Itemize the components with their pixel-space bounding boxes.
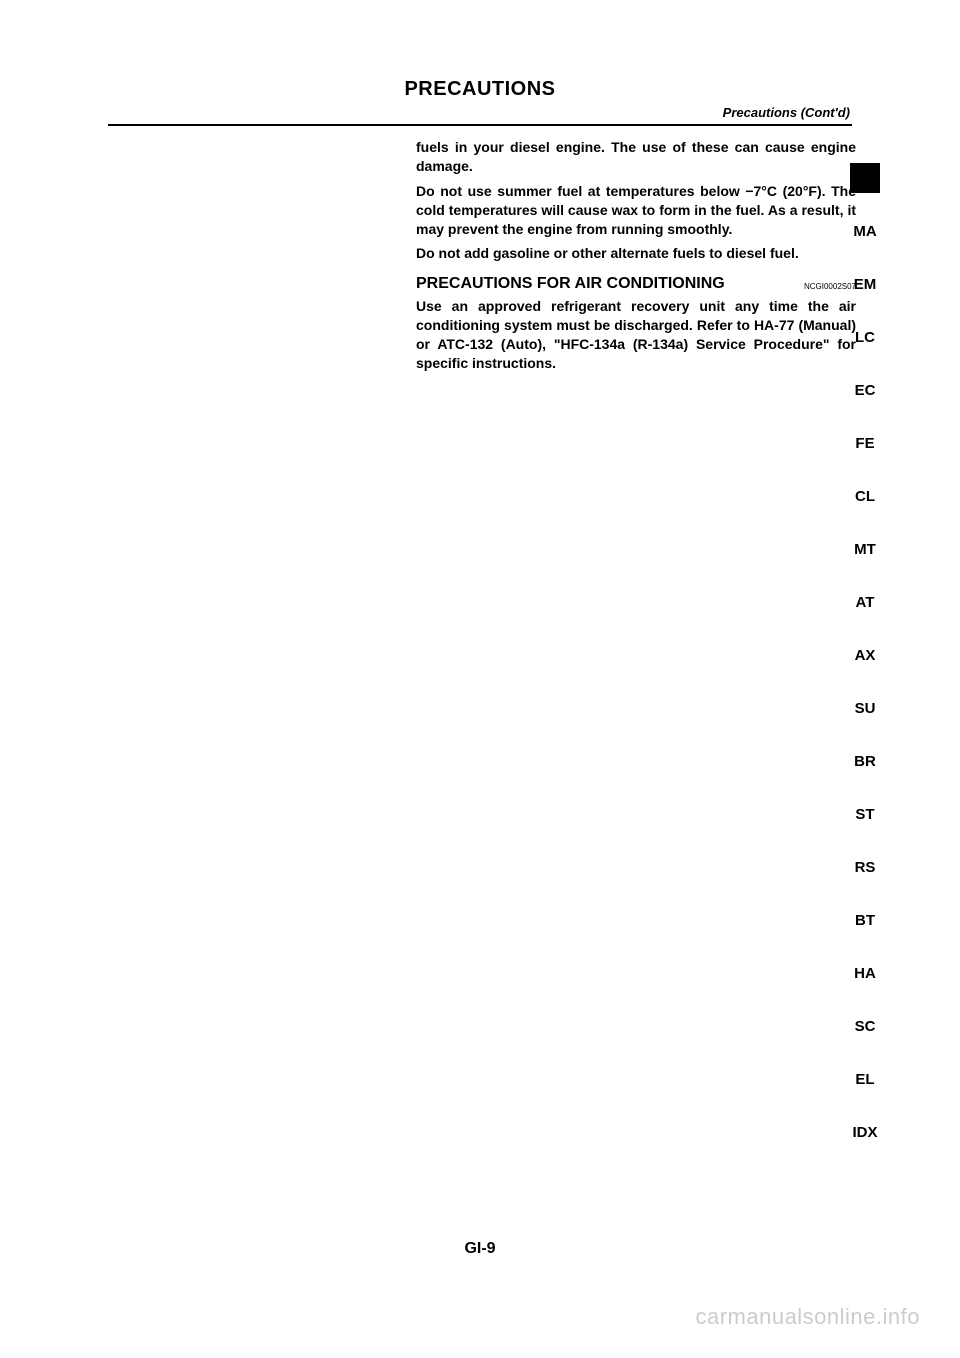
side-tab-em[interactable]: EM: [850, 258, 880, 311]
paragraph-3: Do not add gasoline or other alternate f…: [416, 244, 856, 263]
side-tab-ax[interactable]: AX: [850, 629, 880, 682]
section-code: NCGI0002S07: [804, 282, 856, 293]
side-tab-st[interactable]: ST: [850, 788, 880, 841]
paragraph-2: Do not use summer fuel at temperatures b…: [416, 182, 856, 239]
side-tab-ma[interactable]: MA: [850, 205, 880, 258]
side-tab-el[interactable]: EL: [850, 1053, 880, 1106]
paragraph-1: fuels in your diesel engine. The use of …: [416, 138, 856, 176]
side-tab-mt[interactable]: MT: [850, 523, 880, 576]
side-tab-bt[interactable]: BT: [850, 894, 880, 947]
side-tab-at[interactable]: AT: [850, 576, 880, 629]
side-tabs-container: MA EM LC EC FE CL MT AT AX SU BR ST RS B…: [850, 155, 880, 1159]
side-tab-rs[interactable]: RS: [850, 841, 880, 894]
header-divider: [108, 124, 852, 126]
side-tab-idx[interactable]: IDX: [850, 1106, 880, 1159]
side-tab-cl[interactable]: CL: [850, 470, 880, 523]
page-title: PRECAUTIONS: [0, 0, 960, 101]
page-subtitle: Precautions (Cont'd): [0, 101, 960, 120]
side-tab-active[interactable]: [850, 163, 880, 193]
watermark: carmanualsonline.info: [695, 1304, 920, 1330]
section-heading: PRECAUTIONS FOR AIR CONDITIONING NCGI000…: [416, 273, 856, 295]
side-tab-fe[interactable]: FE: [850, 417, 880, 470]
side-tab-sc[interactable]: SC: [850, 1000, 880, 1053]
body-content: fuels in your diesel engine. The use of …: [416, 138, 856, 373]
side-tab-ec[interactable]: EC: [850, 364, 880, 417]
side-tab-lc[interactable]: LC: [850, 311, 880, 364]
section-title-text: PRECAUTIONS FOR AIR CONDITIONING: [416, 275, 725, 292]
side-tab-su[interactable]: SU: [850, 682, 880, 735]
side-tab-ha[interactable]: HA: [850, 947, 880, 1000]
paragraph-4: Use an approved refrigerant recovery uni…: [416, 297, 856, 373]
side-tab-br[interactable]: BR: [850, 735, 880, 788]
page-number: GI-9: [0, 1240, 960, 1258]
